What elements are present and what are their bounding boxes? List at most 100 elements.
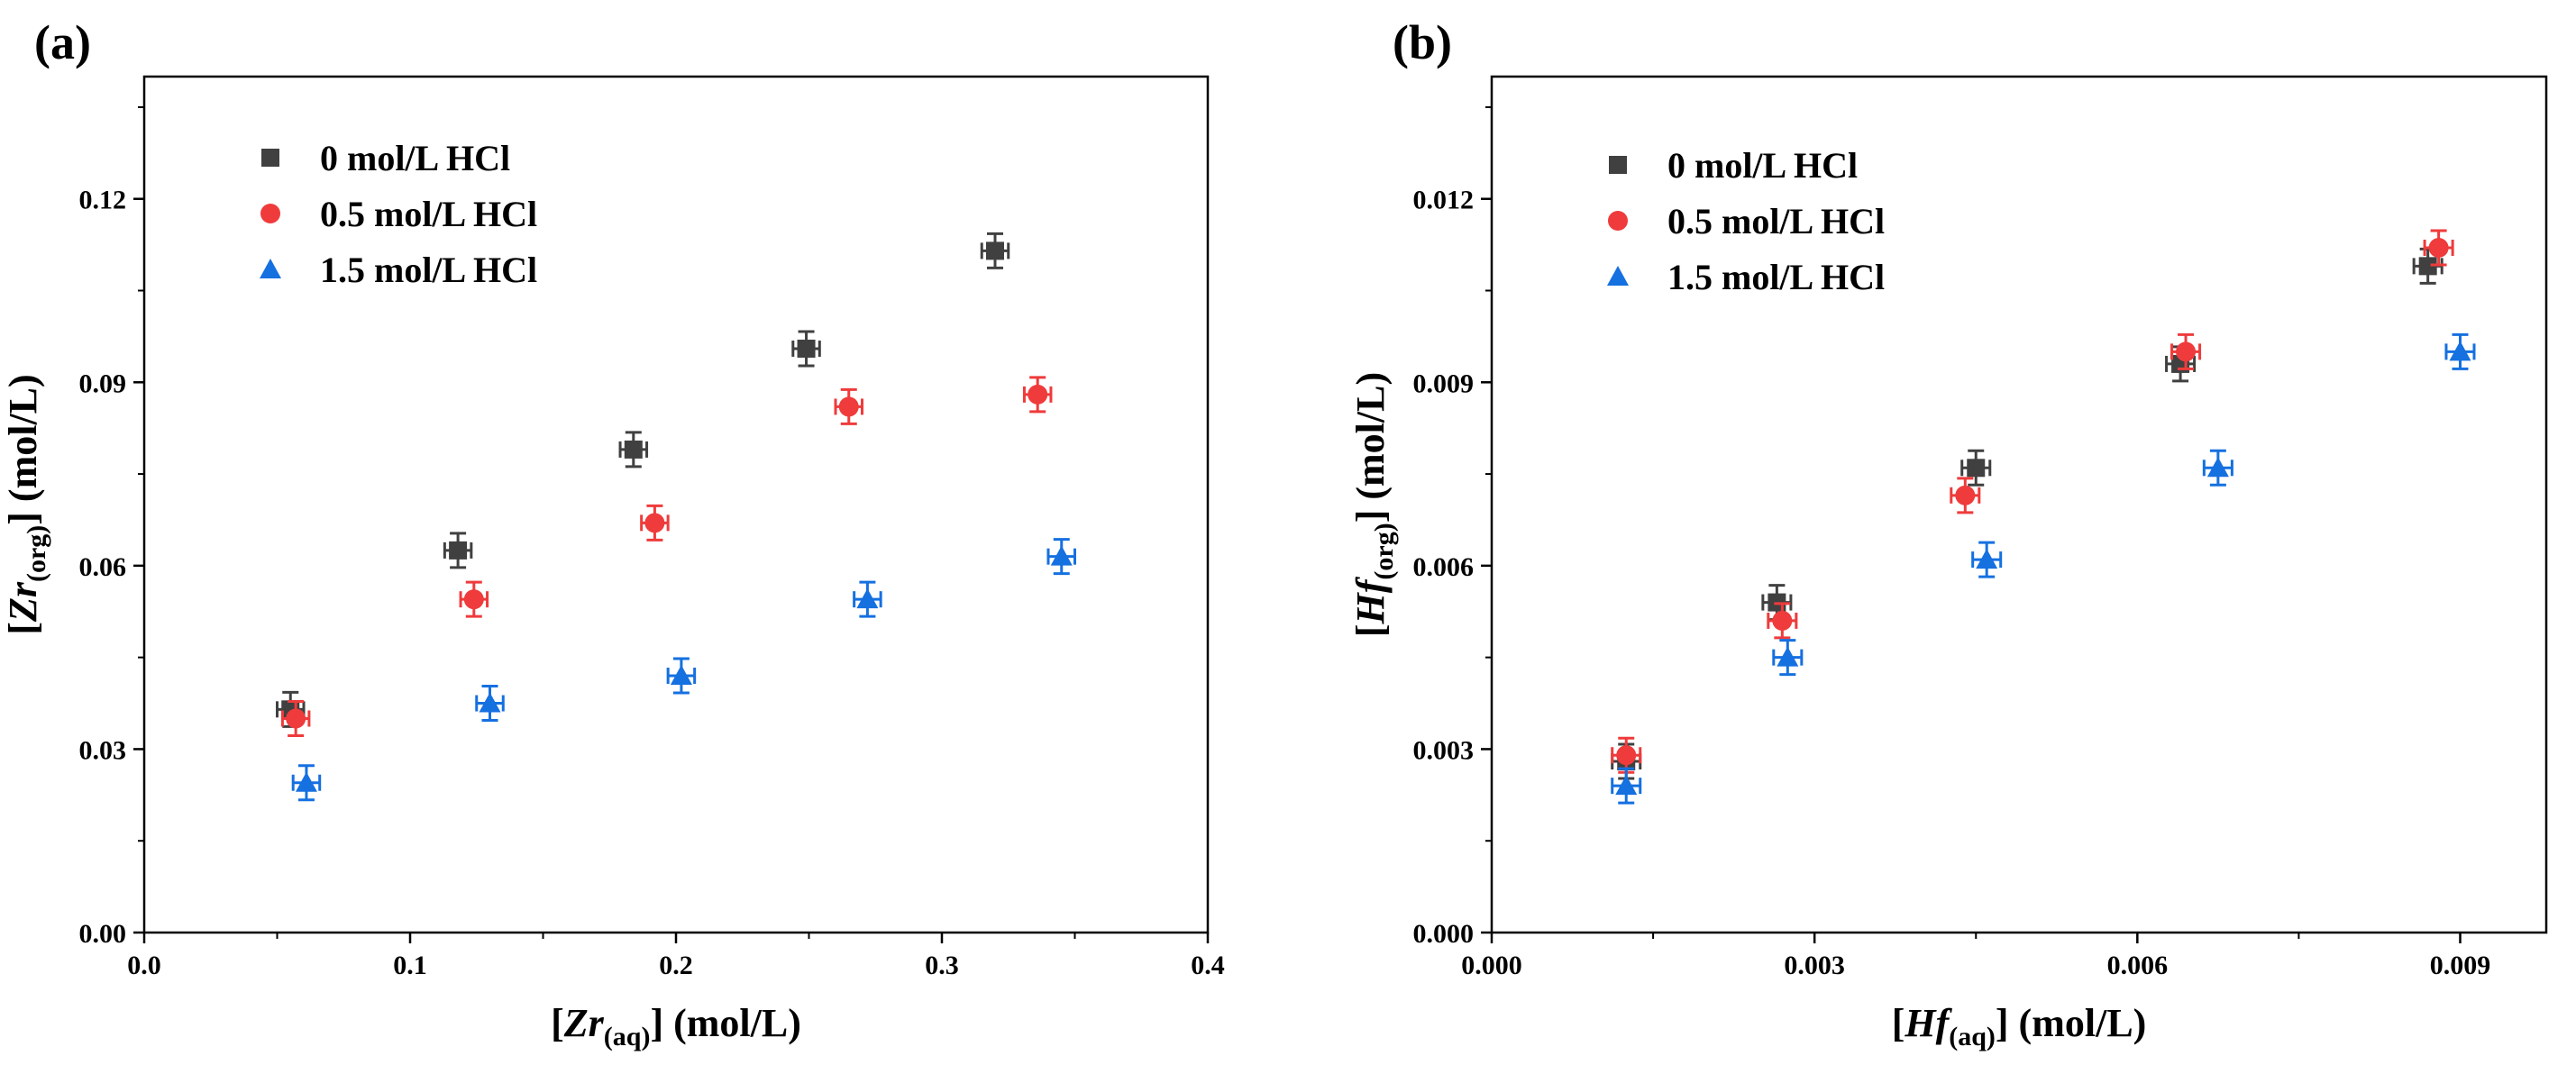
- legend-marker-triangle: [1607, 266, 1629, 286]
- x-axis-label: [Zr(aq)] (mol/L): [551, 1001, 801, 1051]
- x-axis-label-prefix: [: [1892, 1001, 1905, 1045]
- x-axis-label-suffix: ] (mol/L): [1996, 1001, 2146, 1045]
- data-point: [1772, 639, 1804, 677]
- panel-label: (a): [34, 15, 91, 69]
- y-tick-label: 0.03: [79, 735, 127, 765]
- y-tick-label: 0.09: [79, 369, 127, 398]
- legend-marker-square: [261, 149, 279, 167]
- data-point: [459, 580, 489, 618]
- legend-label: 0 mol/L HCl: [320, 138, 510, 178]
- marker-triangle: [2449, 341, 2471, 361]
- x-tick-label: 0.4: [1191, 951, 1225, 980]
- legend-item: 0 mol/L HCl: [1609, 145, 1858, 186]
- data-point: [1971, 541, 2003, 578]
- marker-triangle: [1976, 549, 1998, 569]
- marker-circle: [1772, 610, 1793, 631]
- y-tick-label: 0.12: [79, 186, 127, 215]
- marker-circle: [1955, 485, 1976, 505]
- marker-circle: [463, 589, 484, 610]
- legend-marker-triangle: [260, 259, 281, 278]
- marker-triangle: [2206, 457, 2229, 478]
- y-axis-label: [Hf(org)] (mol/L): [1348, 372, 1399, 637]
- y-tick-label: 0.003: [1413, 735, 1475, 765]
- data-point: [1046, 538, 1076, 576]
- data-point: [1022, 376, 1053, 414]
- y-axis-label-sub: (org): [1369, 523, 1399, 579]
- data-point: [791, 330, 821, 368]
- x-tick-label: 0.006: [2107, 951, 2169, 980]
- x-axis-label-prefix: [: [551, 1001, 564, 1045]
- marker-triangle: [856, 588, 879, 609]
- y-tick-label: 0.00: [79, 919, 127, 949]
- y-axis-label-var: Zr: [1, 581, 45, 623]
- x-tick-label: 0.3: [925, 951, 959, 980]
- marker-triangle: [1050, 545, 1073, 566]
- plot-frame: [142, 75, 1210, 934]
- data-point: [853, 580, 882, 618]
- marker-square: [1967, 459, 1986, 478]
- data-point: [475, 685, 505, 723]
- marker-square: [986, 241, 1004, 260]
- x-tick-label: 0.003: [1784, 951, 1845, 980]
- marker-triangle: [1615, 775, 1638, 796]
- marker-circle: [286, 708, 306, 729]
- data-point: [291, 764, 322, 802]
- data-point: [1611, 736, 1642, 774]
- x-axis-label: [Hf(aq)] (mol/L): [1892, 1001, 2147, 1051]
- data-point: [1767, 602, 1798, 640]
- x-axis-label-suffix: ] (mol/L): [650, 1001, 800, 1045]
- data-point: [1950, 477, 1981, 514]
- y-tick-label: 0.009: [1413, 369, 1475, 398]
- data-point: [2423, 229, 2454, 267]
- series-1: [1611, 229, 2454, 774]
- data-point: [640, 504, 670, 542]
- y-axis-label-prefix: [: [1348, 623, 1393, 637]
- legend-label: 0 mol/L HCl: [1667, 145, 1858, 186]
- marker-triangle: [479, 692, 501, 713]
- legend-item: 1.5 mol/L HCl: [260, 250, 537, 290]
- data-point: [280, 700, 311, 737]
- panel-b: (b) 0.000 0.003 0.006 0.009 0.000 0.003 0.006 0.…: [1348, 15, 2548, 1051]
- data-point: [834, 387, 863, 425]
- marker-circle: [838, 396, 859, 417]
- legend-label: 0.5 mol/L HCl: [1667, 201, 1885, 241]
- series-2: [291, 538, 1076, 802]
- x-axis-label-var: Zr: [563, 1001, 605, 1045]
- data-point: [618, 431, 649, 469]
- legend-marker-square: [1609, 156, 1627, 174]
- x-tick-label: 0.009: [2430, 951, 2491, 980]
- marker-square: [449, 541, 468, 560]
- data-point: [980, 232, 1010, 269]
- y-axis-label-prefix: [: [1, 622, 45, 635]
- marker-triangle: [1777, 646, 1799, 667]
- data-point: [2202, 449, 2233, 487]
- series-0: [1611, 247, 2444, 780]
- series-2: [1611, 332, 2476, 805]
- x-axis-label-sub: (aq): [1949, 1022, 1996, 1051]
- data-point: [1611, 767, 1642, 805]
- data-point: [443, 532, 473, 569]
- y-axis-label-suffix: ] (mol/L): [1, 374, 45, 524]
- legend-marker-circle: [1608, 211, 1628, 231]
- legend: 0 mol/L HCl 0.5 mol/L HCl 1.5 mol/L HCl: [260, 138, 537, 290]
- legend-item: 0 mol/L HCl: [261, 138, 510, 178]
- y-tick-label: 0.012: [1413, 186, 1475, 215]
- marker-circle: [2176, 341, 2197, 362]
- data-point: [2444, 332, 2476, 370]
- data-point: [1960, 449, 1992, 487]
- legend-marker-circle: [260, 204, 280, 223]
- legend-item: 0.5 mol/L HCl: [260, 194, 537, 234]
- x-tick-label: 0.2: [659, 951, 693, 980]
- x-tick-label: 0.000: [1461, 951, 1522, 980]
- series-0: [276, 232, 1010, 728]
- marker-square: [624, 440, 643, 459]
- y-axis-label-var: Hf: [1348, 576, 1393, 624]
- y-axis-label: [Zr(org)] (mol/L): [1, 374, 51, 634]
- panel-a: (a)0.0 0.1 0.2 0.3 0.40.000.030.060.090.12[Z…: [1, 15, 1225, 1051]
- plot-frame: [1490, 75, 2548, 934]
- legend-label: 1.5 mol/L HCl: [320, 250, 537, 290]
- x-axis-label-sub: (aq): [604, 1022, 651, 1051]
- legend-label: 1.5 mol/L HCl: [1667, 257, 1885, 297]
- y-tick-label: 0.006: [1413, 552, 1475, 582]
- y-axis-label-suffix: ] (mol/L): [1348, 372, 1393, 523]
